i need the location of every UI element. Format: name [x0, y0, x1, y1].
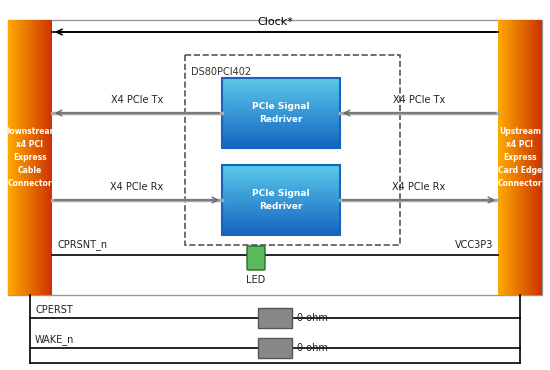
- Text: VCC3P3: VCC3P3: [455, 240, 493, 250]
- Bar: [258, 338, 292, 358]
- Text: X4 PCIe Rx: X4 PCIe Rx: [111, 182, 164, 192]
- Text: CPERST: CPERST: [35, 305, 73, 315]
- Bar: [258, 308, 292, 328]
- Text: WAKE_n: WAKE_n: [35, 334, 74, 345]
- Text: 0 ohm: 0 ohm: [297, 343, 328, 353]
- Text: PCIe Signal
Redriver: PCIe Signal Redriver: [252, 102, 310, 124]
- Text: DS80PCI402: DS80PCI402: [191, 67, 251, 77]
- Text: LED: LED: [246, 275, 266, 285]
- Bar: [222, 78, 340, 148]
- Text: Clock*: Clock*: [257, 17, 293, 27]
- Text: Upstream
x4 PCI
Express
Card Edge
Connector: Upstream x4 PCI Express Card Edge Connec…: [498, 127, 542, 188]
- Bar: [185, 55, 400, 245]
- Bar: [8, 20, 542, 295]
- FancyBboxPatch shape: [247, 246, 265, 270]
- Text: X4 PCIe Rx: X4 PCIe Rx: [392, 182, 446, 192]
- Text: X4 PCIe Tx: X4 PCIe Tx: [393, 95, 445, 105]
- Text: CPRSNT_n: CPRSNT_n: [57, 239, 107, 250]
- Bar: [222, 165, 340, 235]
- Text: X4 PCIe Tx: X4 PCIe Tx: [111, 95, 163, 105]
- Text: PCIe Signal
Redriver: PCIe Signal Redriver: [252, 189, 310, 211]
- Text: 0 ohm: 0 ohm: [297, 313, 328, 323]
- Text: Downstream
x4 PCI
Express
Cable
Connector: Downstream x4 PCI Express Cable Connecto…: [3, 127, 57, 188]
